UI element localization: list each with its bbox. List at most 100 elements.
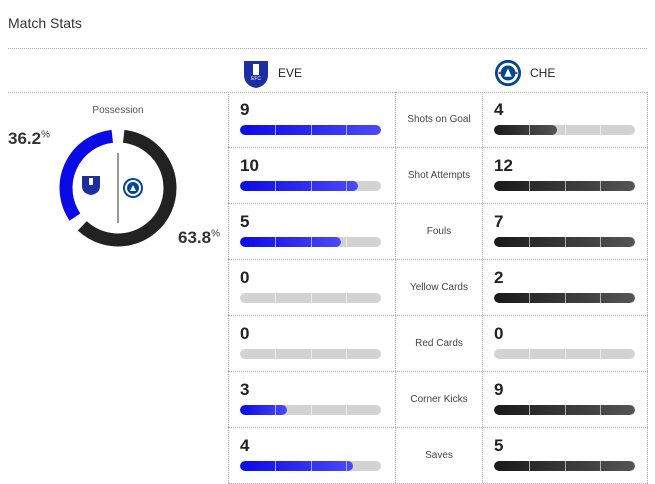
svg-text:EFC: EFC [251,76,261,82]
bar-segment-divider [345,405,347,415]
percent-sign: % [41,129,50,141]
home-stat-cell: 0 [228,316,395,371]
away-stat-cell: 5 [482,428,648,483]
away-stat-bar [494,349,635,359]
bar-segment-divider [345,237,347,247]
bar-segment-divider [599,237,601,247]
bar-segment-divider [275,349,277,359]
bar-segment-divider [529,293,531,303]
home-stat-cell: 4 [228,428,395,483]
home-stat-bar-fill [240,405,287,415]
away-possession-value: 63.8 [178,228,212,247]
home-stat-bar [240,349,381,359]
away-stat-bar-fill [494,125,557,135]
possession-donut [59,129,177,247]
home-stat-value: 0 [240,324,250,343]
bar-segment-divider [564,461,566,471]
bar-segment-divider [345,461,347,471]
bar-segment-divider [310,125,312,135]
home-possession-value: 36.2 [8,129,42,148]
percent-sign: % [211,228,220,240]
home-stat-value: 5 [240,212,250,231]
stat-row: 4 Saves 5 [228,428,648,484]
home-team-header: EFC EVE [242,57,302,89]
home-possession: 36.2% [8,129,50,149]
stat-row: 10 Shot Attempts 12 [228,148,648,204]
bar-segment-divider [564,405,566,415]
home-possession-arc [59,129,114,221]
home-stat-value: 9 [240,100,250,119]
bar-segment-divider [345,181,347,191]
stat-label: Corner Kicks [395,372,482,427]
bar-segment-divider [310,293,312,303]
stat-label: Shot Attempts [395,148,482,203]
home-stat-bar-fill [240,461,353,471]
away-stat-bar [494,181,635,191]
stat-label: Fouls [395,204,482,259]
away-stat-cell: 7 [482,204,648,259]
bar-segment-divider [564,181,566,191]
divider [8,92,647,93]
bar-segment-divider [564,237,566,247]
bar-segment-divider [310,237,312,247]
stat-row: 9 Shots on Goal 4 [228,92,648,148]
home-stat-bar-fill [240,181,358,191]
home-stat-bar [240,293,381,303]
section-title: Match Stats [8,15,82,31]
home-stat-cell: 0 [228,260,395,315]
bar-segment-divider [529,237,531,247]
bar-segment-divider [529,125,531,135]
bar-segment-divider [599,461,601,471]
stat-row: 5 Fouls 7 [228,204,648,260]
home-stat-bar [240,125,381,135]
bar-segment-divider [310,461,312,471]
home-stat-value: 0 [240,268,250,287]
bar-segment-divider [599,349,601,359]
everton-crest-icon [82,176,100,195]
divider [8,48,647,49]
chelsea-crest-icon [494,57,522,89]
stat-row: 0 Yellow Cards 2 [228,260,648,316]
home-stat-bar-fill [240,237,341,247]
away-stat-cell: 9 [482,372,648,427]
bar-segment-divider [564,349,566,359]
home-stat-cell: 5 [228,204,395,259]
away-team-header: CHE [494,57,555,89]
home-stat-cell: 3 [228,372,395,427]
stat-label: Saves [395,428,482,483]
away-stat-cell: 4 [482,92,648,147]
bar-segment-divider [275,405,277,415]
bar-segment-divider [599,125,601,135]
home-team-abbr: EVE [278,66,303,80]
away-possession-arc [77,129,177,247]
bar-segment-divider [275,293,277,303]
home-stat-bar [240,181,381,191]
away-stat-cell: 12 [482,148,648,203]
home-stat-bar [240,461,381,471]
bar-segment-divider [345,125,347,135]
bar-segment-divider [564,125,566,135]
bar-segment-divider [529,349,531,359]
home-stat-value: 3 [240,380,250,399]
bar-segment-divider [599,405,601,415]
away-stat-value: 9 [494,380,504,399]
home-stat-bar [240,237,381,247]
bar-segment-divider [564,293,566,303]
possession-label: Possession [92,105,144,116]
bar-segment-divider [599,181,601,191]
stat-label: Shots on Goal [395,92,482,147]
away-stat-value: 7 [494,212,504,231]
away-stat-bar [494,293,635,303]
bar-segment-divider [529,405,531,415]
stat-label: Red Cards [395,316,482,371]
everton-crest-icon: EFC [242,57,270,89]
bar-segment-divider [529,461,531,471]
bar-segment-divider [275,181,277,191]
bar-segment-divider [599,293,601,303]
away-stat-bar [494,125,635,135]
away-stat-bar [494,237,635,247]
stat-label: Yellow Cards [395,260,482,315]
stats-table: 9 Shots on Goal 4 10 Shot Attempts 12 5 Fo… [228,92,648,484]
away-stat-cell: 2 [482,260,648,315]
bar-segment-divider [310,181,312,191]
